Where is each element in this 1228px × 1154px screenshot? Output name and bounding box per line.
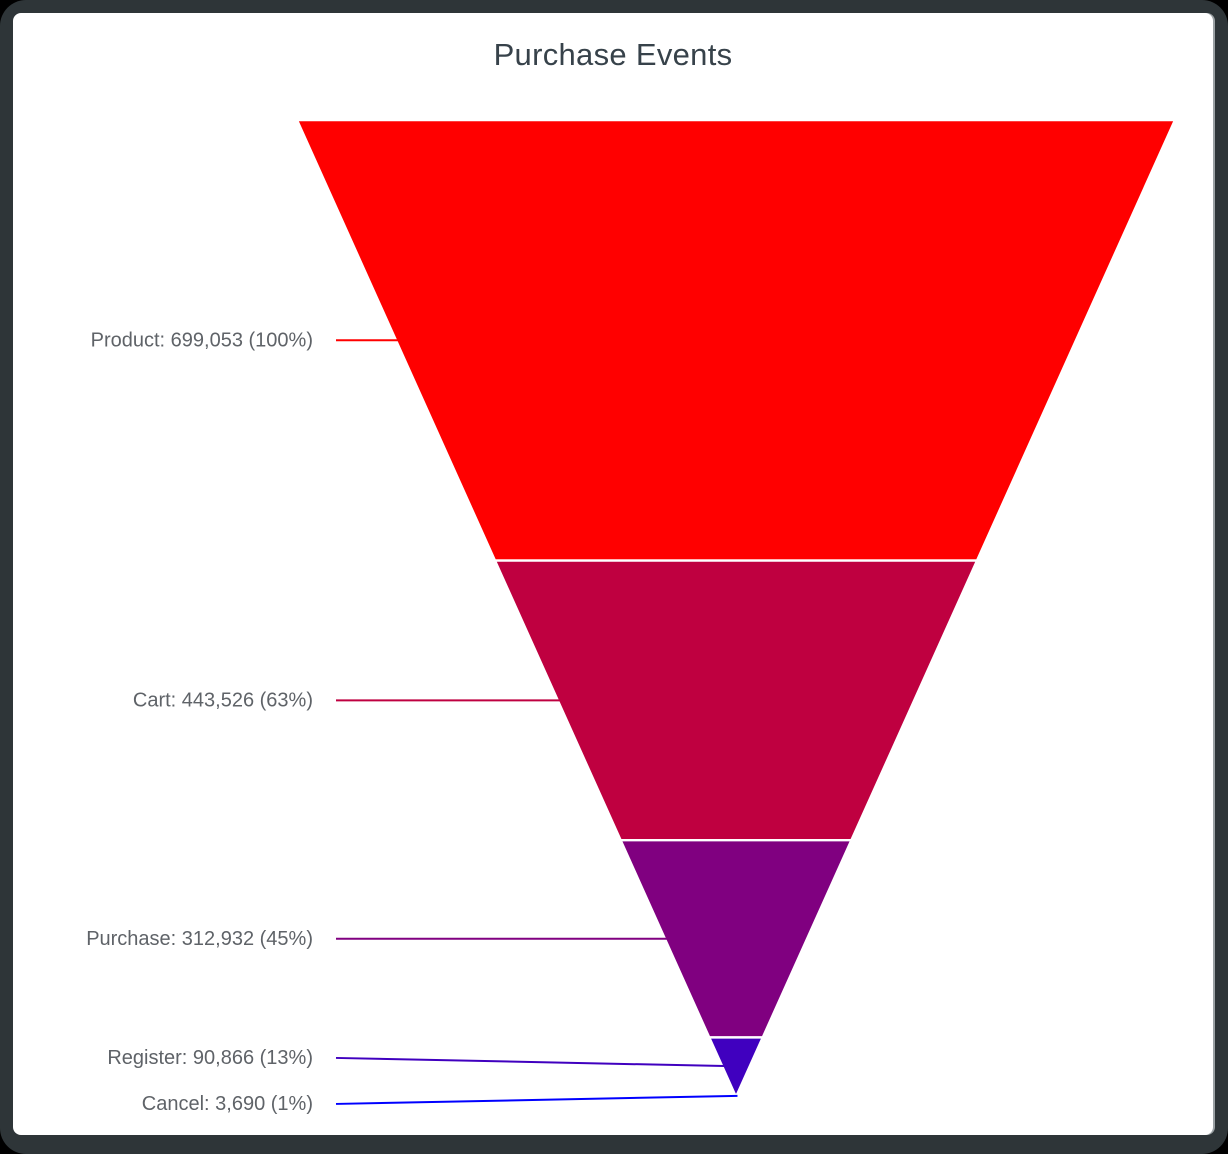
leader-line-register <box>335 1056 725 1068</box>
funnel-label-cancel: Cancel: 3,690 (1%) <box>142 1093 313 1115</box>
funnel-segment-product[interactable] <box>295 118 1177 562</box>
funnel-label-purchase: Purchase: 312,932 (45%) <box>86 928 313 950</box>
funnel-segment-cart[interactable] <box>493 559 979 842</box>
funnel-label-cart: Cart: 443,526 (63%) <box>133 689 313 711</box>
funnel-label-register: Register: 90,866 (13%) <box>107 1047 313 1069</box>
chart-card: Purchase Events Product: 699,053 (100%) C… <box>13 13 1213 1135</box>
funnel-label-product: Product: 699,053 (100%) <box>91 329 313 351</box>
funnel-svg: Product: 699,053 (100%) Cart: 443,526 (63… <box>86 118 1177 1115</box>
chart-title: Purchase Events <box>493 37 733 72</box>
leader-line-cancel <box>335 1094 738 1105</box>
